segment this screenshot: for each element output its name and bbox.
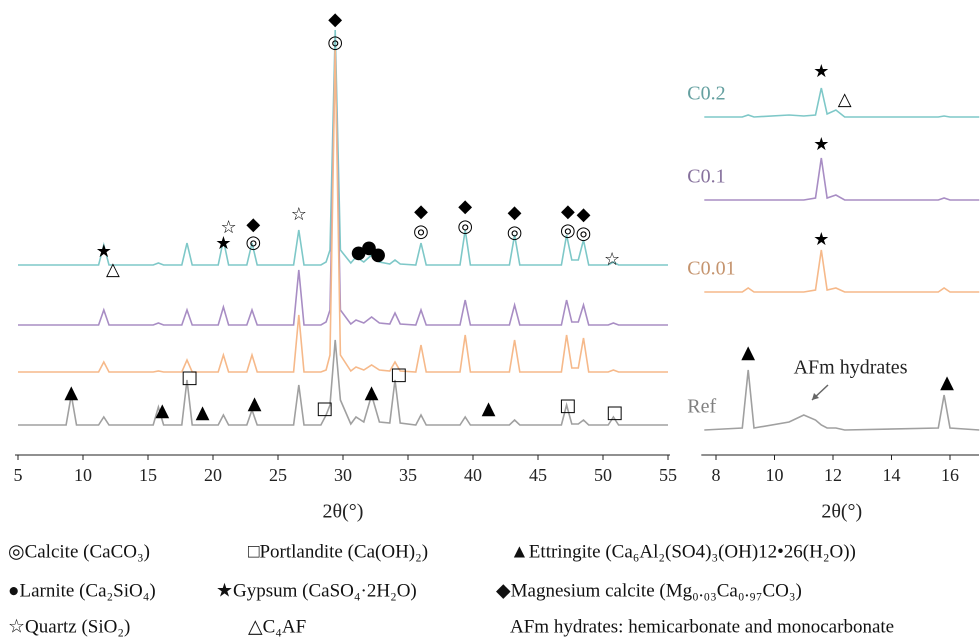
peak-annotation: ★ (96, 241, 112, 262)
series-line (18, 29, 668, 266)
peak-annotation: ▲ (365, 382, 379, 403)
peak-annotation: ◆ (414, 201, 428, 222)
x-tick-label: 5 (14, 465, 23, 485)
legend-note: ▲Ettringite (Ca₆Al₂(SO4)₃(OH)12•26(H₂O)) (510, 541, 856, 562)
legend-note: AFm hydrates: hemicarbonate and monocarb… (510, 616, 894, 637)
x-tick-label: 35 (399, 465, 417, 485)
x-tick-label: 55 (659, 465, 677, 485)
peak-annotation: ▲ (940, 372, 954, 393)
series-line (704, 87, 980, 118)
peak-annotation: ☆ (604, 249, 620, 270)
peak-annotation: □ (390, 364, 407, 385)
x-tick-label: 45 (529, 465, 547, 485)
peak-annotation: ◎ (457, 216, 473, 237)
peak-annotation: ◆ (246, 214, 260, 235)
x-tick-label: 8 (712, 465, 721, 485)
series-line (704, 157, 980, 201)
peak-annotation: ◎ (576, 223, 592, 244)
peak-annotation: AFm hydrates (794, 357, 908, 379)
x-tick-label: 20 (204, 465, 222, 485)
peak-annotation: □ (181, 367, 198, 388)
peak-annotation: □ (316, 398, 333, 419)
peak-annotation: ◎ (507, 222, 523, 243)
x-tick-label: 12 (824, 465, 842, 485)
peak-annotation: ◎ (245, 232, 261, 253)
series-line (704, 369, 980, 431)
legend-note: ◎Calcite (CaCO₃) (8, 541, 150, 562)
series-label: C0.2 (687, 83, 725, 105)
peak-annotation: ▲ (248, 393, 262, 414)
peak-annotation: ● (351, 242, 367, 263)
x-tick-label: 40 (464, 465, 482, 485)
peak-annotation: ◎ (327, 32, 343, 53)
series-line (18, 49, 668, 326)
x-tick-label: 30 (334, 465, 352, 485)
peak-annotation: ● (361, 237, 377, 258)
peak-annotation: ▲ (196, 402, 210, 423)
legend-note: ●Larnite (Ca₂SiO₄) (8, 580, 156, 601)
x-tick-label: 25 (269, 465, 287, 485)
series-label: C0.01 (687, 258, 735, 280)
x-tick-label: 10 (766, 465, 784, 485)
peak-annotation: ★ (813, 61, 829, 82)
peak-annotation: ◎ (413, 221, 429, 242)
x-tick-label: 50 (594, 465, 612, 485)
peak-annotation: △ (106, 259, 120, 280)
peak-annotation: ▲ (482, 398, 496, 419)
x-tick-label: 14 (883, 465, 901, 485)
peak-annotation: △ (838, 89, 852, 110)
x-tick-label: 10 (74, 465, 92, 485)
peak-annotation: □ (606, 402, 623, 423)
series-line (704, 249, 980, 293)
peak-annotation: ◆ (328, 9, 342, 30)
peak-annotation: ☆ (221, 217, 237, 238)
x-axis-label: 2θ(°) (323, 501, 364, 523)
peak-annotation: ▲ (741, 342, 755, 363)
peak-annotation: ▲ (155, 400, 169, 421)
series-line (18, 49, 668, 373)
series-label: Ref (687, 396, 716, 418)
peak-annotation: ● (370, 244, 386, 265)
legend-note: ☆Quartz (SiO₂) (8, 616, 130, 637)
peak-annotation: ▲ (64, 382, 78, 403)
x-axis-label: 2θ(°) (821, 501, 862, 523)
peak-annotation: ☆ (291, 204, 307, 225)
peak-annotation: ◎ (560, 220, 576, 241)
peak-annotation: ◆ (577, 204, 591, 225)
legend-note: ◆Magnesium calcite (Mg₀.₀₃Ca₀.₉₇CO₃) (496, 580, 802, 601)
peak-annotation: ◆ (508, 202, 522, 223)
x-tick-label: 16 (941, 465, 959, 485)
peak-annotation: ★ (215, 233, 231, 254)
series-label: C0.1 (687, 166, 725, 188)
peak-annotation: □ (559, 395, 576, 416)
peak-annotation: ★ (813, 134, 829, 155)
legend-note: ★Gypsum (CaSO₄·2H₂O) (216, 580, 417, 601)
peak-annotation: ★ (813, 229, 829, 250)
legend-note: △C₄AF (248, 616, 306, 637)
series-line (18, 339, 668, 426)
x-tick-label: 15 (139, 465, 157, 485)
legend-note: □Portlandite (Ca(OH)₂) (248, 541, 428, 562)
peak-annotation: ◆ (561, 201, 575, 222)
arrow-head (812, 393, 819, 400)
peak-annotation: ◆ (458, 196, 472, 217)
